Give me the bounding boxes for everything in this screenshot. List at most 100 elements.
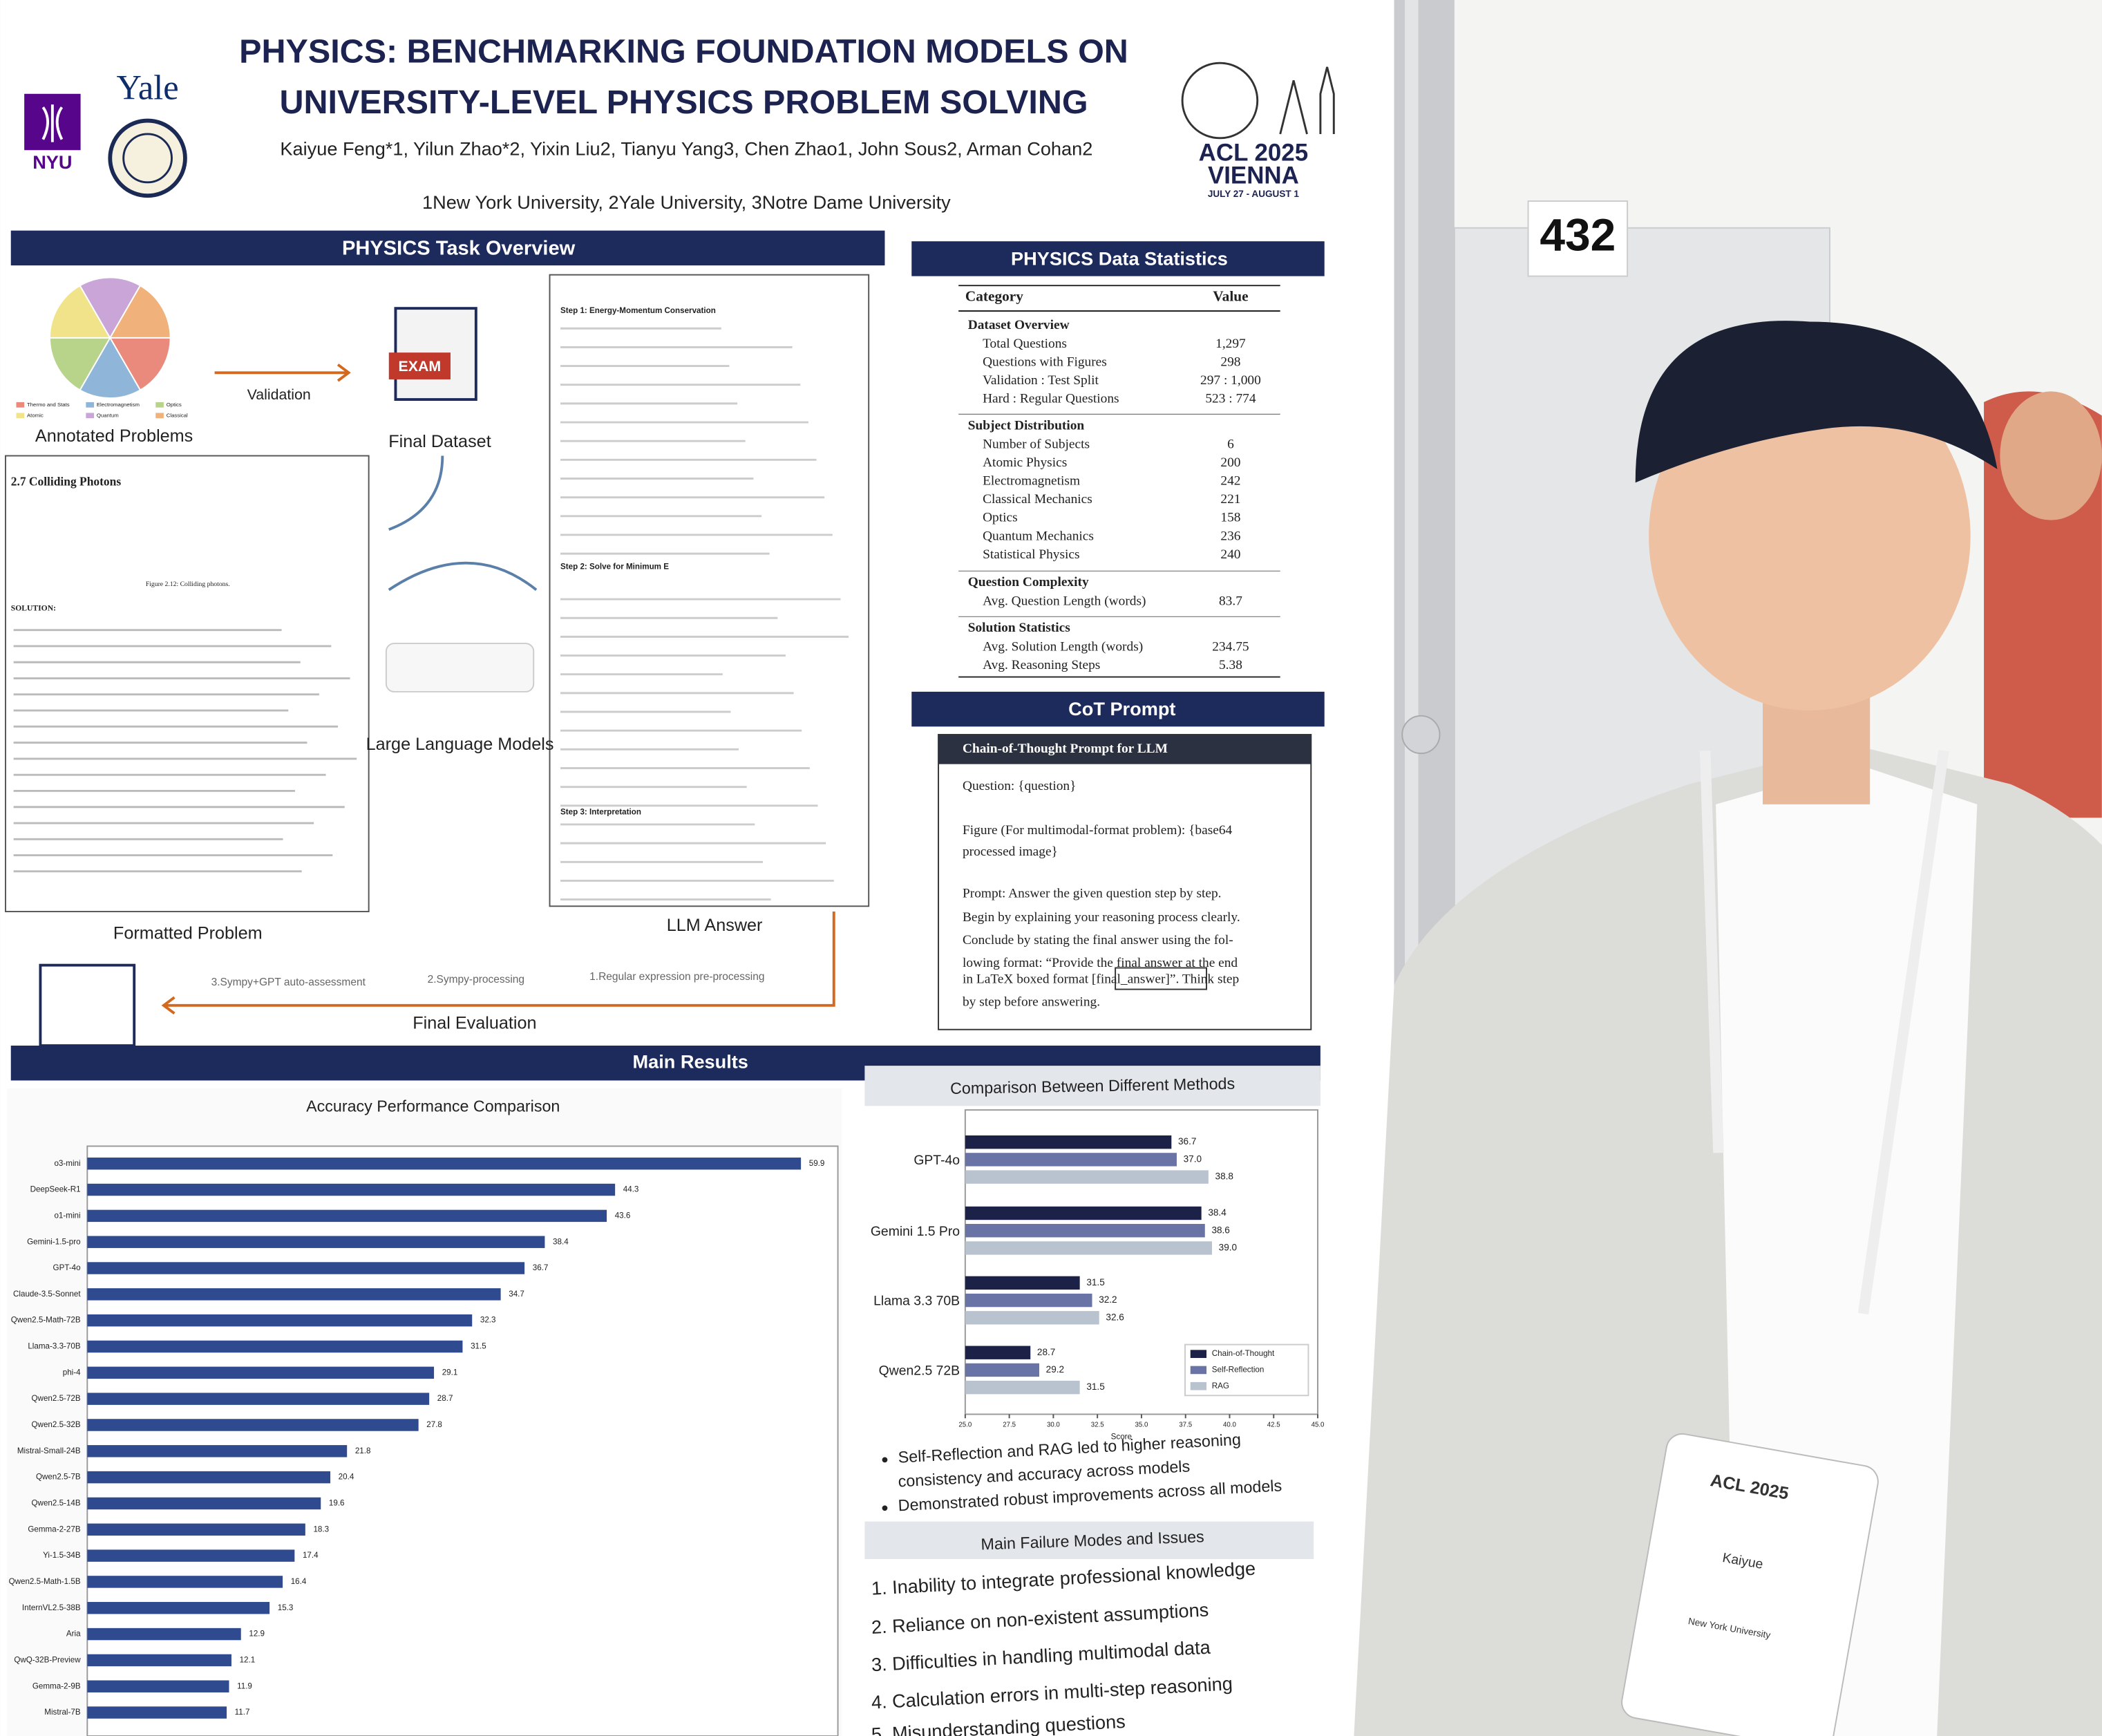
prompt-line: processed image} <box>963 845 1058 859</box>
table-cell: 200 <box>1220 455 1240 470</box>
authors: Kaiyue Feng*1, Yilun Zhao*2, Yixin Liu2,… <box>280 138 1092 159</box>
section-heading: PHYSICS Data Statistics <box>1011 247 1228 269</box>
table-cell: 158 <box>1220 511 1240 525</box>
x-tick-label: 27.5 <box>1003 1422 1016 1429</box>
value-label: 34.7 <box>509 1290 524 1299</box>
ferris-wheel <box>1181 62 1259 140</box>
value-label: 32.2 <box>1099 1294 1117 1305</box>
exam-tag <box>388 352 451 379</box>
x-tick-label: 37.5 <box>1179 1422 1192 1429</box>
chart-title: Accuracy Performance Comparison <box>306 1097 560 1115</box>
bar <box>87 1393 430 1405</box>
category-label: Llama 3.3 70B <box>873 1294 960 1309</box>
table-cell: Questions with Figures <box>983 355 1107 370</box>
bar <box>87 1680 229 1692</box>
hair <box>1635 321 1998 483</box>
value-label: 38.6 <box>1211 1225 1229 1235</box>
value-label: 28.7 <box>437 1394 453 1403</box>
category-label: GPT-4o <box>913 1153 960 1168</box>
value-label: 18.3 <box>313 1525 329 1534</box>
value-label: 38.4 <box>1208 1207 1227 1218</box>
legend-swatch <box>1190 1366 1207 1375</box>
category-label: Aria <box>66 1630 81 1639</box>
value-label: 32.6 <box>1106 1312 1124 1322</box>
llm-logos <box>385 643 535 692</box>
column-header: Value <box>1213 288 1248 305</box>
boxed-format <box>1115 967 1207 990</box>
category-label: Qwen2.5 72B <box>879 1364 960 1379</box>
table-cell: 6 <box>1227 437 1234 451</box>
value-label: 12.1 <box>240 1655 256 1664</box>
bar <box>87 1706 227 1719</box>
bar <box>87 1523 305 1536</box>
table-cell: 5.38 <box>1219 658 1242 672</box>
title: PHYSICS: BENCHMARKING FOUNDATION MODELS … <box>239 32 1128 70</box>
legend-label: Thermo and Stats <box>27 402 70 408</box>
bullet-dot <box>882 1457 888 1463</box>
table-cell: 234.75 <box>1212 639 1249 654</box>
category-label: Gemma-2-27B <box>28 1525 80 1534</box>
pipeline-step: 2.Sympy-processing <box>428 974 524 985</box>
category-label: Yi-1.5-34B <box>43 1551 81 1560</box>
skyline <box>1279 66 1335 135</box>
table-cell: 83.7 <box>1219 594 1242 608</box>
category-label: o1-mini <box>54 1211 80 1220</box>
legend-label: Optics <box>167 402 182 408</box>
table-cell: Avg. Question Length (words) <box>983 594 1146 608</box>
conference: VIENNA <box>1208 162 1299 189</box>
prompt-line: Conclude by stating the final answer usi… <box>963 933 1233 947</box>
column-header: Category <box>965 288 1023 305</box>
bar <box>965 1311 1099 1325</box>
legend-label: Quantum <box>97 412 119 418</box>
name-badge <box>1621 1433 1879 1736</box>
category-label: Qwen2.5-14B <box>32 1499 81 1508</box>
flow-label: Final Evaluation <box>413 1014 536 1033</box>
legend-label: Atomic <box>27 412 44 418</box>
value-label: 21.8 <box>355 1446 371 1455</box>
value-label: 12.9 <box>249 1630 265 1639</box>
table-cell: Avg. Solution Length (words) <box>983 639 1143 654</box>
legend-label: Electromagnetism <box>97 402 140 408</box>
value-label: 31.5 <box>1086 1277 1104 1287</box>
legend-swatch <box>16 402 25 408</box>
table-cell: 297 : 1,000 <box>1200 373 1261 388</box>
category-label: Qwen2.5-32B <box>32 1420 81 1429</box>
x-tick-label: 25.0 <box>958 1422 972 1429</box>
x-tick-label: 32.5 <box>1091 1422 1104 1429</box>
bar <box>965 1206 1202 1220</box>
value-label: 37.0 <box>1184 1153 1202 1164</box>
bullet-dot <box>882 1505 888 1511</box>
value-label: 59.9 <box>809 1159 825 1168</box>
table-cell: Atomic Physics <box>983 455 1067 470</box>
logo-text: NYU <box>32 151 72 173</box>
bar <box>87 1183 616 1196</box>
table-cell: Statistical Physics <box>983 547 1079 562</box>
value-label: 27.8 <box>426 1420 442 1429</box>
bar <box>87 1314 473 1327</box>
title: UNIVERSITY-LEVEL PHYSICS PROBLEM SOLVING <box>279 84 1088 121</box>
arrow <box>388 561 538 592</box>
bar <box>965 1241 1212 1255</box>
flow-label: LLM Answer <box>667 916 763 935</box>
value-label: 31.5 <box>1086 1381 1104 1392</box>
table-cell: Avg. Reasoning Steps <box>983 658 1100 672</box>
bar <box>87 1209 607 1223</box>
solution-label: SOLUTION: <box>11 603 56 612</box>
category-label: Gemma-2-9B <box>32 1681 81 1690</box>
flow-label: Formatted Problem <box>113 924 263 943</box>
bar <box>87 1288 501 1301</box>
category-label: InternVL2.5-38B <box>22 1603 81 1612</box>
legend-label: Self-Reflection <box>1212 1366 1265 1375</box>
category-label: phi-4 <box>63 1368 81 1377</box>
legend-swatch <box>86 413 95 419</box>
seal <box>108 118 187 198</box>
figure-caption: Figure 2.12: Colliding photons. <box>146 581 230 588</box>
bar <box>87 1445 348 1457</box>
chart-title-bar <box>864 1066 1320 1106</box>
value-label: 15.3 <box>278 1603 294 1612</box>
arrow <box>214 364 351 382</box>
prompt-line: Figure (For multimodal-format problem): … <box>963 823 1233 838</box>
section-heading: CoT Prompt <box>1068 698 1175 719</box>
table-cell: 298 <box>1220 355 1240 370</box>
